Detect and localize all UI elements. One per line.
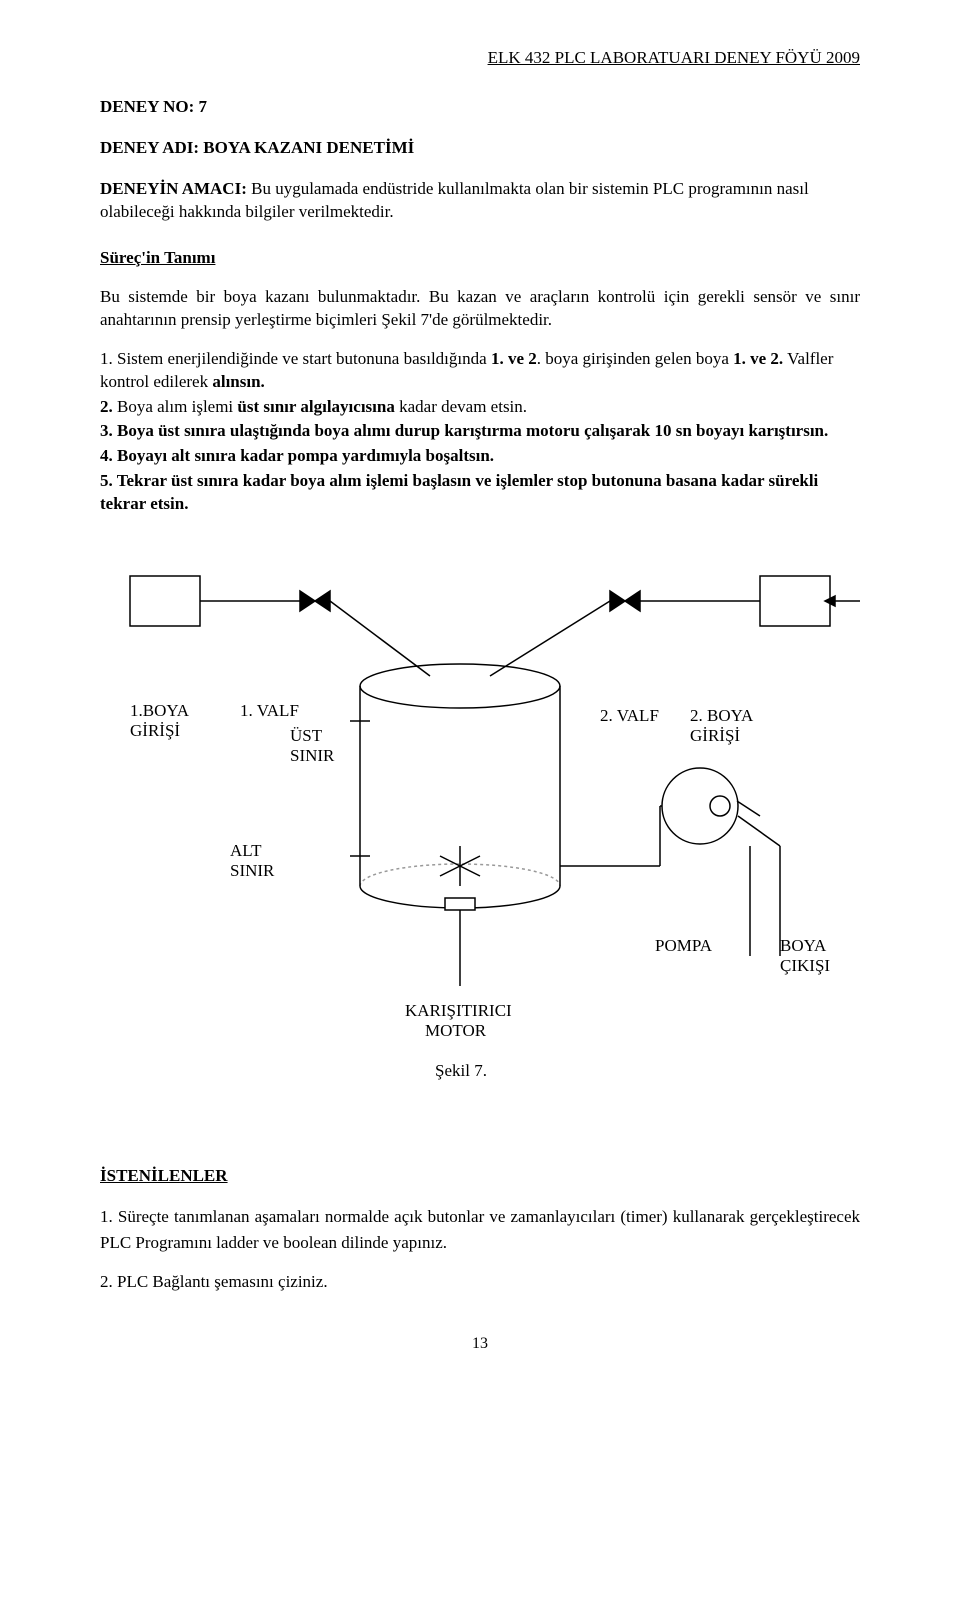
- deney-no-label: DENEY NO:: [100, 97, 194, 116]
- istenilen-2: 2. PLC Bağlantı şemasını çiziniz.: [100, 1269, 860, 1295]
- label-kar-a: KARIŞITIRICI: [405, 1001, 512, 1020]
- label-kar-b: MOTOR: [425, 1021, 487, 1040]
- istenilen-list: 1. Süreçte tanımlanan aşamaları normalde…: [100, 1204, 860, 1295]
- istenilen-title: İSTENİLENLER: [100, 1166, 860, 1186]
- amaci-label: DENEYİN AMACI:: [100, 179, 247, 198]
- label-alt-b: SINIR: [230, 861, 275, 880]
- label-alt-a: ALT: [230, 841, 262, 860]
- surec-para: Bu sistemde bir boya kazanı bulunmaktadı…: [100, 286, 860, 332]
- rules-block: 1. Sistem enerjilendiğinde ve start buto…: [100, 348, 860, 517]
- surec-title: Süreç'in Tanımı: [100, 248, 860, 268]
- deney-no-value: 7: [199, 97, 208, 116]
- page-header: ELK 432 PLC LABORATUARI DENEY FÖYÜ 2009: [100, 48, 860, 68]
- label-sekil: Şekil 7.: [435, 1061, 487, 1080]
- label-cikis-a: BOYA: [780, 936, 827, 955]
- label-valf2: 2. VALF: [600, 706, 659, 725]
- label-boya1b: GİRİŞİ: [130, 721, 180, 740]
- label-ust-a: ÜST: [290, 726, 323, 745]
- label-boya1a: 1.BOYA: [130, 701, 190, 720]
- label-ust-b: SINIR: [290, 746, 335, 765]
- tank-diagram-svg: 1.BOYA GİRİŞİ 1. VALF ÜST SINIR 2. VALF …: [100, 556, 860, 1126]
- deney-no-block: DENEY NO: 7: [100, 96, 860, 119]
- deney-adi-label: DENEY ADI:: [100, 138, 199, 157]
- label-cikis-b: ÇIKIŞI: [780, 956, 830, 975]
- page-number: 13: [100, 1335, 860, 1353]
- label-boya2b: GİRİŞİ: [690, 726, 740, 745]
- amaci-block: DENEYİN AMACI: Bu uygulamada endüstride …: [100, 178, 860, 224]
- label-valf1: 1. VALF: [240, 701, 299, 720]
- label-boya2a: 2. BOYA: [690, 706, 754, 725]
- diagram: 1.BOYA GİRİŞİ 1. VALF ÜST SINIR 2. VALF …: [100, 556, 860, 1126]
- deney-adi-block: DENEY ADI: BOYA KAZANI DENETİMİ: [100, 137, 860, 160]
- label-pompa: POMPA: [655, 936, 713, 955]
- istenilen-1: 1. Süreçte tanımlanan aşamaları normalde…: [100, 1204, 860, 1255]
